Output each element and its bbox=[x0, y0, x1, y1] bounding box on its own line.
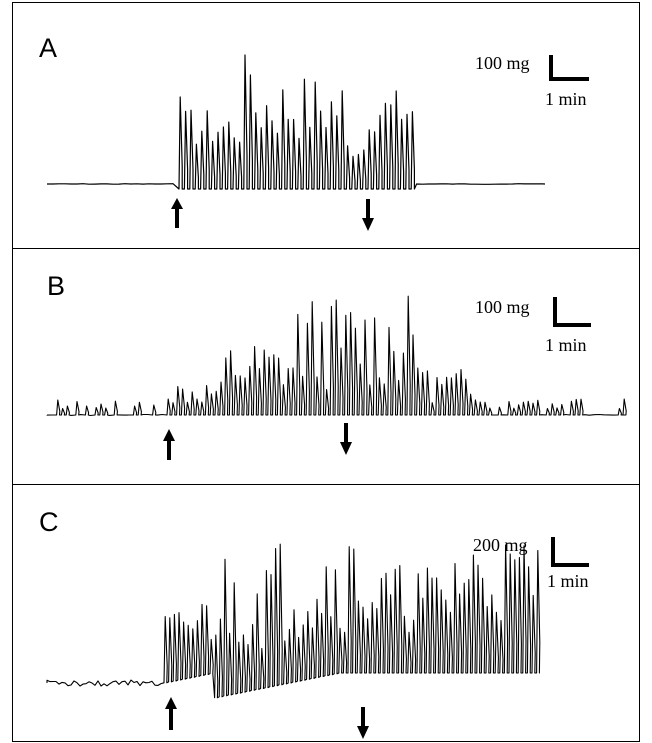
arrow-down-icon bbox=[357, 707, 369, 739]
panel-c-scale-bar-vertical bbox=[551, 537, 555, 567]
panel-b-trace-svg bbox=[46, 295, 627, 460]
panel-b-trace bbox=[46, 295, 627, 417]
panel-b-scale-x-label: 1 min bbox=[545, 335, 587, 355]
arrow-up-icon bbox=[171, 198, 183, 228]
arrow-up-icon bbox=[165, 697, 177, 730]
panel-a-scale-bar-horizontal bbox=[549, 77, 589, 81]
panel-b-scale-y-label: 100 mg bbox=[475, 297, 530, 317]
panel-b-scale-bar-horizontal bbox=[553, 323, 591, 327]
figure: A 100 mg 1 min B 100 mg 1 min bbox=[12, 2, 640, 742]
arrow-down-icon bbox=[340, 423, 352, 455]
panel-c-label: C bbox=[39, 507, 59, 537]
panel-a-label: A bbox=[39, 33, 58, 63]
panel-a-scale-y-label: 100 mg bbox=[475, 53, 530, 73]
panel-a: A 100 mg 1 min bbox=[13, 3, 639, 249]
panel-a-scale-bar-vertical bbox=[549, 55, 553, 81]
panel-b: B 100 mg 1 min bbox=[13, 249, 639, 485]
panel-b-label: B bbox=[47, 271, 66, 301]
arrow-down-icon bbox=[362, 199, 374, 231]
panel-c-scale-x-label: 1 min bbox=[547, 571, 589, 591]
panel-a-scale-x-label: 1 min bbox=[545, 89, 587, 109]
panel-b-scale-bar-vertical bbox=[553, 297, 557, 325]
arrow-up-icon bbox=[163, 429, 175, 460]
panel-a-trace bbox=[47, 54, 546, 190]
panel-c-trace-svg bbox=[46, 543, 541, 739]
panel-c-scale-y-label: 200 mg bbox=[473, 535, 528, 555]
panel-c: C 200 mg 1 min bbox=[13, 485, 639, 743]
panel-c-scale-bar-horizontal bbox=[551, 563, 589, 567]
panel-c-trace bbox=[46, 543, 541, 699]
panel-a-trace-svg bbox=[47, 54, 546, 231]
